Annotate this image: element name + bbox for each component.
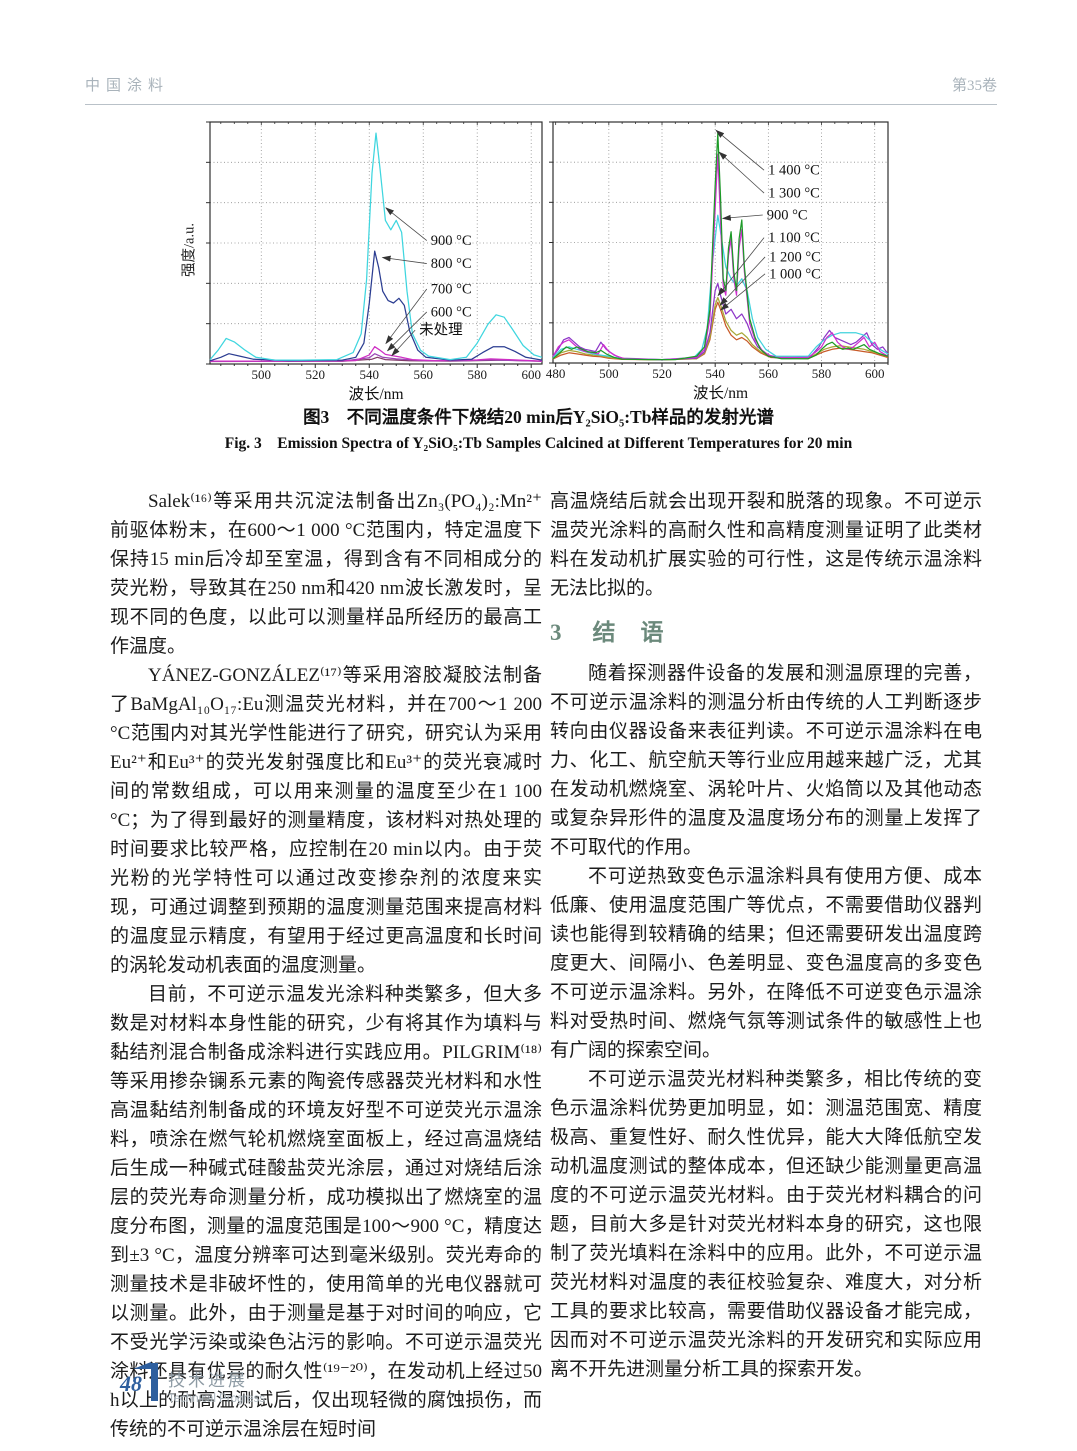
paragraph: 不可逆热致变色示温涂料具有使用方便、成本低廉、使用温度范围广等优点，不需要借助仪…: [550, 866, 982, 1061]
svg-text:500: 500: [252, 367, 272, 382]
y-axis-label: 强度/a.u.: [181, 223, 198, 278]
volume-label: 第35卷: [951, 78, 997, 94]
paragraph: YÁNEZ-GONZÁLEZ⁽¹⁷⁾等采用溶胶凝胶法制备了BaMgAl₁₀O₁₇…: [110, 665, 542, 976]
emission-spectrum-chart-a: 强度/a.u. 500 520 540 560 580 600 900 °C 800 °C 70…: [182, 119, 556, 404]
footer-section: 技术进展 Technical Progress: [168, 1363, 265, 1405]
page-number: 48: [120, 1371, 142, 1396]
emission-spectrum-chart-b: 480 500 520 540 560 580 600 1 400 °C 1 300 °C 900…: [539, 119, 902, 403]
figure-caption-en: Fig. 3 Emission Spectra of Y₂SiO₅:Tb Sam…: [224, 435, 853, 452]
svg-text:480: 480: [546, 366, 566, 381]
paragraph: 随着探测器件设备的发展和测温原理的完善，不可逆示温涂料的测温分析由传统的人工判断…: [550, 663, 982, 858]
svg-text:600: 600: [865, 366, 885, 381]
footer-bar-decoration: [151, 1363, 158, 1401]
svg-text:560: 560: [413, 367, 433, 382]
svg-text:520: 520: [306, 367, 326, 382]
svg-text:560: 560: [759, 366, 779, 381]
x-axis-label-right: 波长/nm: [692, 385, 749, 402]
plot-area-left: 500 520 540 560 580 600 900 °C 800 °C 700 °C 600 …: [196, 119, 556, 384]
page-footer: 48 技术进展 Technical Progress: [120, 1363, 265, 1405]
svg-text:700 °C: 700 °C: [431, 281, 472, 297]
section-heading: 3 结 语: [550, 618, 982, 648]
svg-text:540: 540: [360, 367, 380, 382]
paragraph: 高温烧结后就会出现开裂和脱落的现象。不可逆示温荧光涂料的高耐久性和高精度测量证明…: [550, 491, 982, 599]
svg-text:900 °C: 900 °C: [767, 208, 808, 224]
page-header: 中国涂料 第35卷: [85, 74, 997, 105]
svg-text:1 000 °C: 1 000 °C: [769, 266, 821, 282]
right-column: 高温烧结后就会出现开裂和脱落的现象。不可逆示温荧光涂料的高耐久性和高精度测量证明…: [550, 487, 982, 1384]
section-title: 结 语: [592, 620, 665, 645]
paragraph: 目前，不可逆示温发光涂料种类繁多，但大多数是对材料本身性能的研究，少有将其作为填…: [110, 984, 542, 1440]
paragraph: Salek⁽¹⁶⁾等采用共沉淀法制备出Zn₃(PO₄)₂:Mn²⁺前驱体粉末，在…: [110, 491, 542, 657]
svg-text:1 100 °C: 1 100 °C: [768, 230, 820, 246]
svg-text:580: 580: [812, 366, 832, 381]
plot-area-right: 480 500 520 540 560 580 600 1 400 °C 1 300 °C 900…: [539, 119, 902, 383]
svg-text:900 °C: 900 °C: [431, 233, 472, 249]
svg-text:580: 580: [467, 367, 487, 382]
svg-text:1 200 °C: 1 200 °C: [769, 249, 821, 265]
svg-text:540: 540: [705, 366, 725, 381]
svg-text:800 °C: 800 °C: [431, 256, 472, 272]
svg-text:500: 500: [599, 366, 619, 381]
x-axis-label-left: 波长/nm: [348, 386, 404, 403]
svg-text:600: 600: [521, 367, 541, 382]
svg-text:1 400 °C: 1 400 °C: [768, 163, 820, 179]
footer-section-cn: 技术进展: [168, 1371, 248, 1390]
journal-name: 中国涂料: [85, 78, 170, 94]
left-column: Salek⁽¹⁶⁾等采用共沉淀法制备出Zn₃(PO₄)₂:Mn²⁺前驱体粉末，在…: [110, 487, 542, 1444]
svg-text:未处理: 未处理: [419, 322, 463, 339]
section-number: 3: [550, 620, 563, 645]
svg-text:600 °C: 600 °C: [431, 304, 472, 320]
figure-caption-cn: 图3 不同温度条件下烧结20 min后Y₂SiO₅:Tb样品的发射光谱: [303, 407, 774, 427]
svg-text:520: 520: [652, 366, 672, 381]
paragraph: 不可逆示温荧光材料种类繁多，相比传统的变色示温涂料优势更加明显，如：测温范围宽、…: [550, 1069, 982, 1380]
svg-text:1 300 °C: 1 300 °C: [768, 186, 820, 202]
footer-section-en: Technical Progress: [168, 1393, 266, 1405]
